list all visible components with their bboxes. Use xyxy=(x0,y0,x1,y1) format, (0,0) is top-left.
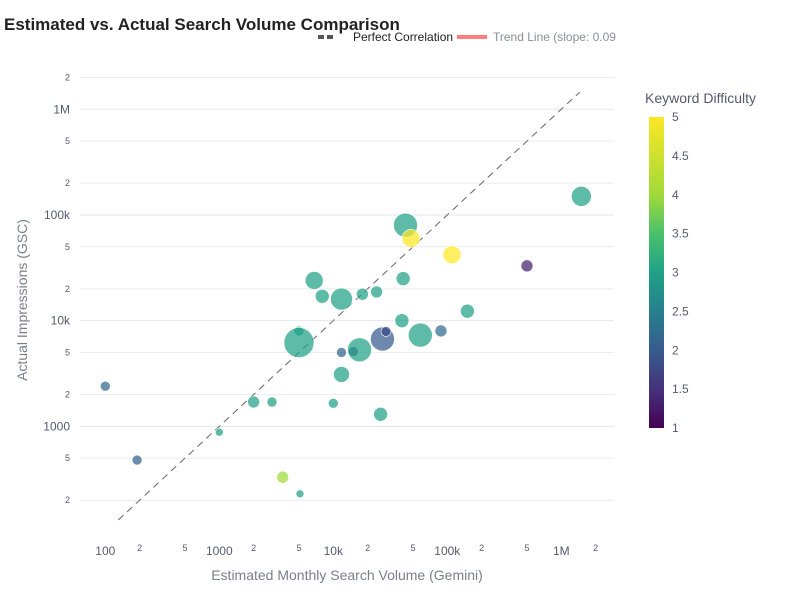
colorbar-tick-label: 1.5 xyxy=(672,382,689,396)
x-tick-label: 10k xyxy=(324,544,344,558)
data-point xyxy=(336,347,347,358)
x-tick-label: 5 xyxy=(182,543,187,553)
data-point xyxy=(442,245,462,265)
data-point xyxy=(434,324,448,338)
data-point xyxy=(401,229,421,248)
chart-title: Estimated vs. Actual Search Volume Compa… xyxy=(4,15,400,34)
y-tick-label: 2 xyxy=(65,72,70,82)
y-tick-label: 2 xyxy=(65,178,70,188)
y-tick-label: 10k xyxy=(51,314,71,328)
colorbar-tick-label: 5 xyxy=(672,110,679,124)
x-tick-label: 2 xyxy=(365,543,370,553)
colorbar-tick-label: 4 xyxy=(672,188,679,202)
data-point xyxy=(247,395,260,409)
x-tick-label: 2 xyxy=(137,543,142,553)
x-tick-label: 5 xyxy=(524,543,529,553)
x-tick-label: 100 xyxy=(95,544,115,558)
colorbar-tick-label: 3.5 xyxy=(672,227,689,241)
data-point xyxy=(99,380,111,392)
colorbar-ticks: 1 1.5 2 2.5 3 3.5 4 4.5 5 xyxy=(672,110,689,435)
data-point xyxy=(380,326,392,337)
y-tick-label: 1000 xyxy=(43,419,70,433)
x-tick-label: 5 xyxy=(410,543,415,553)
data-point xyxy=(266,396,278,408)
data-point xyxy=(373,407,388,422)
y-tick-label: 5 xyxy=(65,242,70,252)
y-tick-label: 5 xyxy=(65,136,70,146)
y-tick-label: 2 xyxy=(65,495,70,505)
data-point xyxy=(327,398,339,409)
x-tick-label: 2 xyxy=(479,543,484,553)
x-tick-label: 1000 xyxy=(206,544,233,558)
colorbar-tick-label: 1 xyxy=(672,421,679,435)
x-tick-label: 5 xyxy=(296,543,301,553)
colorbar-title: Keyword Difficulty xyxy=(645,90,756,106)
y-tick-label: 1M xyxy=(53,102,70,116)
colorbar-tick-label: 2.5 xyxy=(672,304,689,318)
data-point xyxy=(276,470,290,484)
y-tick-label: 2 xyxy=(65,284,70,294)
data-point xyxy=(395,271,411,286)
colorbar-tick-label: 4.5 xyxy=(672,149,689,163)
y-tick-label: 5 xyxy=(65,453,70,463)
data-point xyxy=(408,322,433,348)
data-point xyxy=(283,327,315,358)
colorbar-tick-label: 2 xyxy=(672,343,679,357)
y-axis-label: Actual Impressions (GSC) xyxy=(14,219,30,381)
x-tick-label: 2 xyxy=(251,543,256,553)
y-tick-label: 2 xyxy=(65,390,70,400)
data-point xyxy=(330,287,353,311)
data-point xyxy=(295,489,305,499)
legend[interactable]: Perfect Correlation Trend Line (slope: 0… xyxy=(318,30,616,44)
y-tick-label: 100k xyxy=(44,208,71,222)
data-point xyxy=(520,259,534,273)
x-tick-label: 2 xyxy=(593,543,598,553)
data-point xyxy=(394,313,410,328)
colorbar: Keyword Difficulty 1 1.5 2 2.5 3 3.5 4 4.5 5 xyxy=(645,90,756,435)
x-tick-label: 1M xyxy=(553,544,570,558)
x-axis-label: Estimated Monthly Search Volume (Gemini) xyxy=(211,567,483,583)
data-point xyxy=(214,427,224,437)
data-point xyxy=(370,285,383,299)
data-point xyxy=(460,303,475,319)
data-point xyxy=(304,271,324,290)
data-point xyxy=(314,288,330,304)
x-tick-label: 100k xyxy=(434,544,461,558)
legend-trend-label: Trend Line (slope: 0.09 xyxy=(493,30,616,44)
gridlines xyxy=(80,76,614,501)
data-point xyxy=(333,366,350,383)
y-tick-label: 5 xyxy=(65,347,70,357)
data-point xyxy=(131,454,143,466)
colorbar-tick-label: 3 xyxy=(672,266,679,280)
tick-labels: 2 5 2 5 2 5 2 5 2 1000 10k 100k 1M 2 5 2 5 2 5 2 5 2 100 1000 10… xyxy=(43,72,598,558)
data-point xyxy=(347,337,372,363)
legend-perfect-label: Perfect Correlation xyxy=(353,30,453,44)
data-point xyxy=(356,287,369,301)
data-points xyxy=(99,186,592,499)
colorbar-gradient xyxy=(649,117,664,428)
data-point xyxy=(571,186,592,207)
